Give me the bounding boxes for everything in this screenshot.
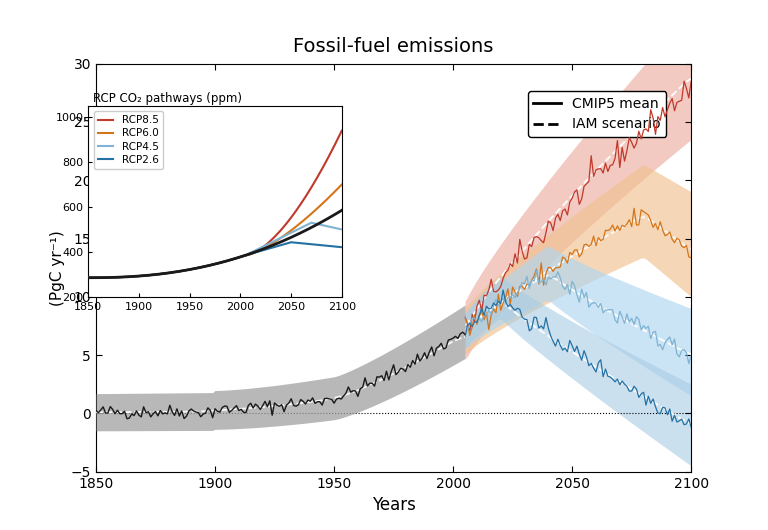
Y-axis label: (PgC yr⁻¹): (PgC yr⁻¹) [50, 230, 65, 305]
Text: RCP CO₂ pathways (ppm): RCP CO₂ pathways (ppm) [94, 92, 243, 105]
X-axis label: Years: Years [372, 496, 415, 514]
Legend: CMIP5 mean, IAM scenario: CMIP5 mean, IAM scenario [528, 91, 667, 137]
Title: Fossil-fuel emissions: Fossil-fuel emissions [293, 38, 494, 57]
Legend: RCP8.5, RCP6.0, RCP4.5, RCP2.6: RCP8.5, RCP6.0, RCP4.5, RCP2.6 [94, 111, 163, 169]
